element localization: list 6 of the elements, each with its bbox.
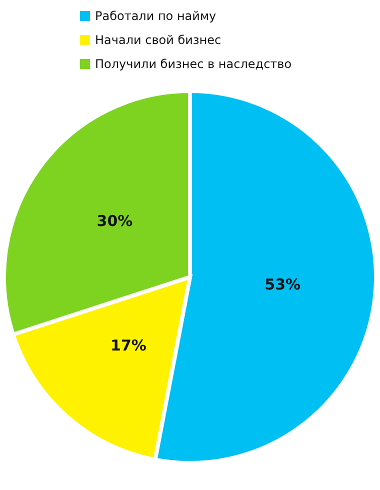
data-label: 30%	[96, 212, 133, 230]
legend-label: Работали по найму	[95, 9, 216, 23]
data-label: 17%	[110, 336, 146, 355]
legend-label: Получили бизнес в наследство	[95, 57, 292, 71]
legend-label: Начали свой бизнес	[95, 33, 222, 47]
data-label: 53%	[264, 276, 301, 294]
